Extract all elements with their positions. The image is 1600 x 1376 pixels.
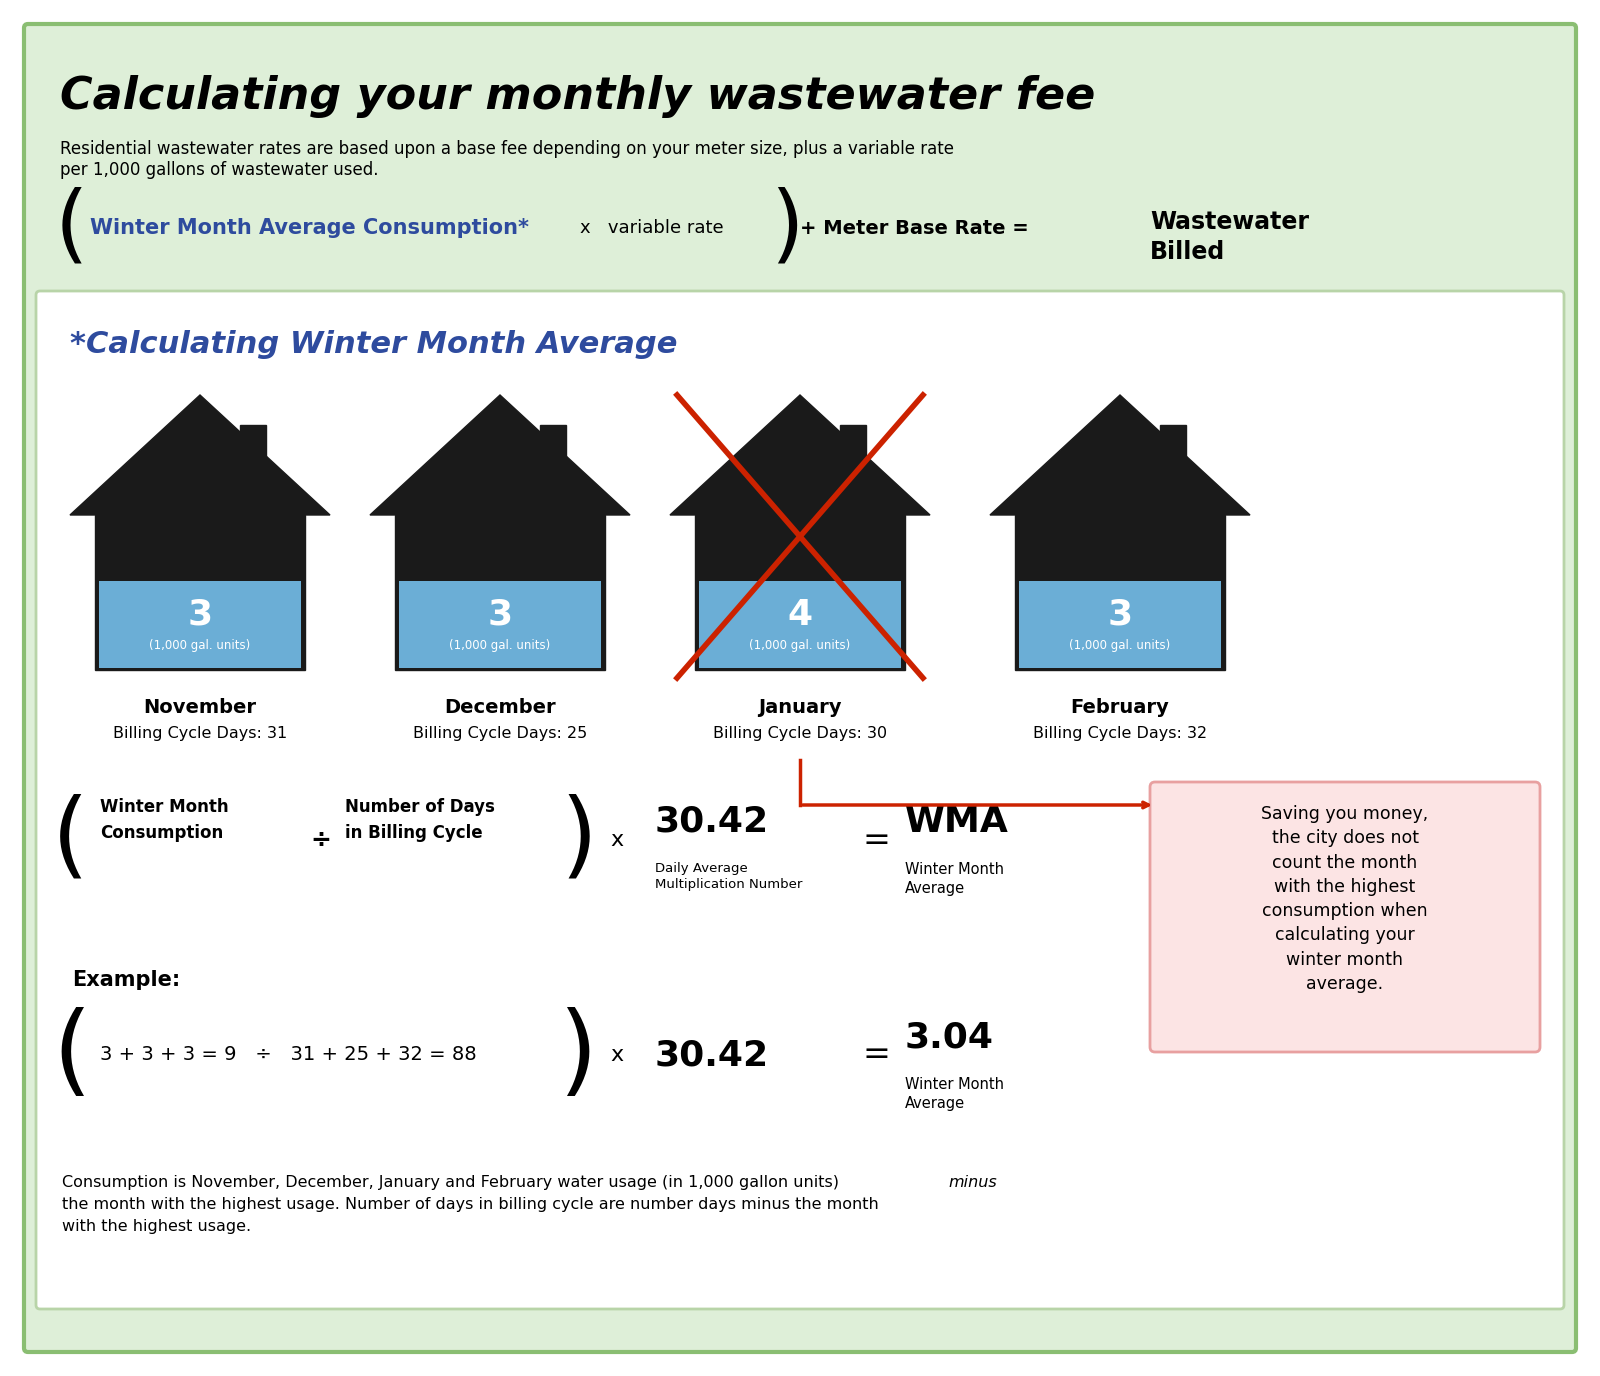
Polygon shape [240, 425, 266, 526]
Text: ): ) [558, 1006, 597, 1104]
Polygon shape [94, 515, 306, 670]
Text: February: February [1070, 698, 1170, 717]
Text: January: January [758, 698, 842, 717]
Text: Calculating your monthly wastewater fee: Calculating your monthly wastewater fee [61, 76, 1096, 118]
Text: Winter Month Average Consumption*: Winter Month Average Consumption* [90, 217, 530, 238]
Text: Residential wastewater rates are based upon a base fee depending on your meter s: Residential wastewater rates are based u… [61, 140, 954, 179]
Text: Saving you money,
the city does not
count the month
with the highest
consumption: Saving you money, the city does not coun… [1261, 805, 1429, 993]
Text: (1,000 gal. units): (1,000 gal. units) [749, 638, 851, 652]
Polygon shape [99, 581, 301, 667]
Text: =: = [862, 823, 890, 856]
Polygon shape [990, 395, 1250, 515]
FancyBboxPatch shape [35, 290, 1565, 1309]
Text: Winter Month
Average: Winter Month Average [906, 861, 1005, 896]
Text: ): ) [560, 794, 597, 886]
Polygon shape [370, 395, 630, 515]
Text: + Meter Base Rate =: + Meter Base Rate = [800, 219, 1029, 238]
Text: Consumption is November, December, January and February water usage (in 1,000 ga: Consumption is November, December, Janua… [62, 1175, 845, 1190]
Text: Example:: Example: [72, 970, 181, 989]
Text: 30.42: 30.42 [654, 805, 770, 839]
Text: Wastewater
Billed: Wastewater Billed [1150, 211, 1309, 264]
Text: *Calculating Winter Month Average: *Calculating Winter Month Average [70, 330, 677, 359]
Text: 3.04: 3.04 [906, 1020, 994, 1054]
Polygon shape [1160, 425, 1186, 526]
Text: ÷: ÷ [310, 828, 331, 852]
Text: WMA: WMA [906, 805, 1010, 839]
FancyBboxPatch shape [1150, 782, 1539, 1053]
Text: minus: minus [947, 1175, 997, 1190]
Text: (: ( [51, 1006, 91, 1104]
Text: Winter Month
Average: Winter Month Average [906, 1077, 1005, 1110]
Text: 3 + 3 + 3 = 9   ÷   31 + 25 + 32 = 88: 3 + 3 + 3 = 9 ÷ 31 + 25 + 32 = 88 [99, 1046, 477, 1065]
Text: (: ( [54, 187, 88, 270]
Polygon shape [699, 581, 901, 667]
Text: x: x [610, 830, 622, 850]
Polygon shape [398, 581, 602, 667]
Text: the month with the highest usage. Number of days in billing cycle are number day: the month with the highest usage. Number… [62, 1197, 878, 1212]
Polygon shape [395, 515, 605, 670]
Text: with the highest usage.: with the highest usage. [62, 1219, 251, 1234]
Text: Billing Cycle Days: 30: Billing Cycle Days: 30 [714, 727, 886, 742]
Text: 3: 3 [187, 597, 213, 632]
Text: 30.42: 30.42 [654, 1038, 770, 1072]
Text: November: November [144, 698, 256, 717]
Text: (1,000 gal. units): (1,000 gal. units) [450, 638, 550, 652]
Text: Number of Days
in Billing Cycle: Number of Days in Billing Cycle [346, 798, 494, 842]
Text: ): ) [770, 187, 803, 270]
Polygon shape [1019, 581, 1221, 667]
Text: (1,000 gal. units): (1,000 gal. units) [149, 638, 251, 652]
Polygon shape [1014, 515, 1226, 670]
Text: 3: 3 [488, 597, 512, 632]
Text: (: ( [51, 794, 90, 886]
Polygon shape [840, 425, 866, 526]
Polygon shape [694, 515, 906, 670]
Text: Billing Cycle Days: 32: Billing Cycle Days: 32 [1034, 727, 1206, 742]
Polygon shape [541, 425, 566, 526]
Text: Billing Cycle Days: 31: Billing Cycle Days: 31 [114, 727, 286, 742]
Text: Billing Cycle Days: 25: Billing Cycle Days: 25 [413, 727, 587, 742]
Polygon shape [70, 395, 330, 515]
Polygon shape [670, 395, 930, 515]
Text: 3: 3 [1107, 597, 1133, 632]
Text: (1,000 gal. units): (1,000 gal. units) [1069, 638, 1171, 652]
Text: 4: 4 [787, 597, 813, 632]
Text: x: x [610, 1044, 622, 1065]
Text: December: December [445, 698, 555, 717]
Text: x   variable rate: x variable rate [579, 219, 723, 237]
Text: =: = [862, 1039, 890, 1072]
Text: Winter Month
Consumption: Winter Month Consumption [99, 798, 229, 842]
Text: Daily Average
Multiplication Number: Daily Average Multiplication Number [654, 861, 802, 892]
FancyBboxPatch shape [24, 23, 1576, 1353]
